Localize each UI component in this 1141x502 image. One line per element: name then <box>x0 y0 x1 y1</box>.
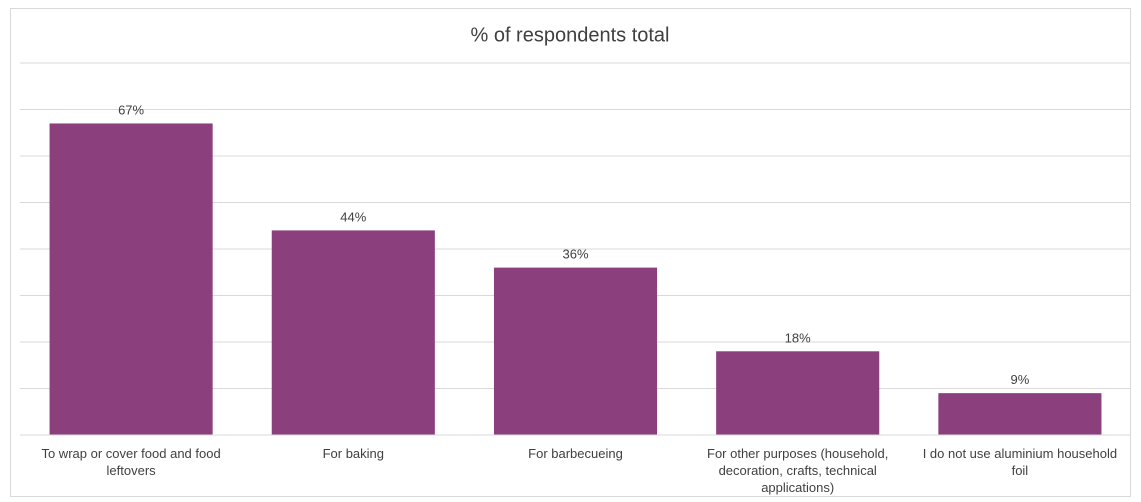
value-label: 18% <box>785 330 811 345</box>
bar <box>49 123 213 435</box>
x-tick-label: To wrap or cover food and food leftovers <box>41 446 220 478</box>
value-label: 44% <box>340 209 366 224</box>
x-tick-label: For other purposes (household, decoration… <box>707 446 888 495</box>
bar <box>493 267 658 435</box>
x-tick-label: For barbecueing <box>528 446 623 461</box>
bar <box>938 393 1102 435</box>
bar <box>271 230 435 435</box>
chart-title: % of respondents total <box>470 24 669 46</box>
x-tick-label: I do not use aluminium household foil <box>923 446 1117 478</box>
value-label: 36% <box>562 247 588 262</box>
x-tick-label: For baking <box>323 446 384 461</box>
value-label: 67% <box>118 102 144 117</box>
value-label: 9% <box>1011 372 1030 387</box>
bar <box>716 351 880 435</box>
